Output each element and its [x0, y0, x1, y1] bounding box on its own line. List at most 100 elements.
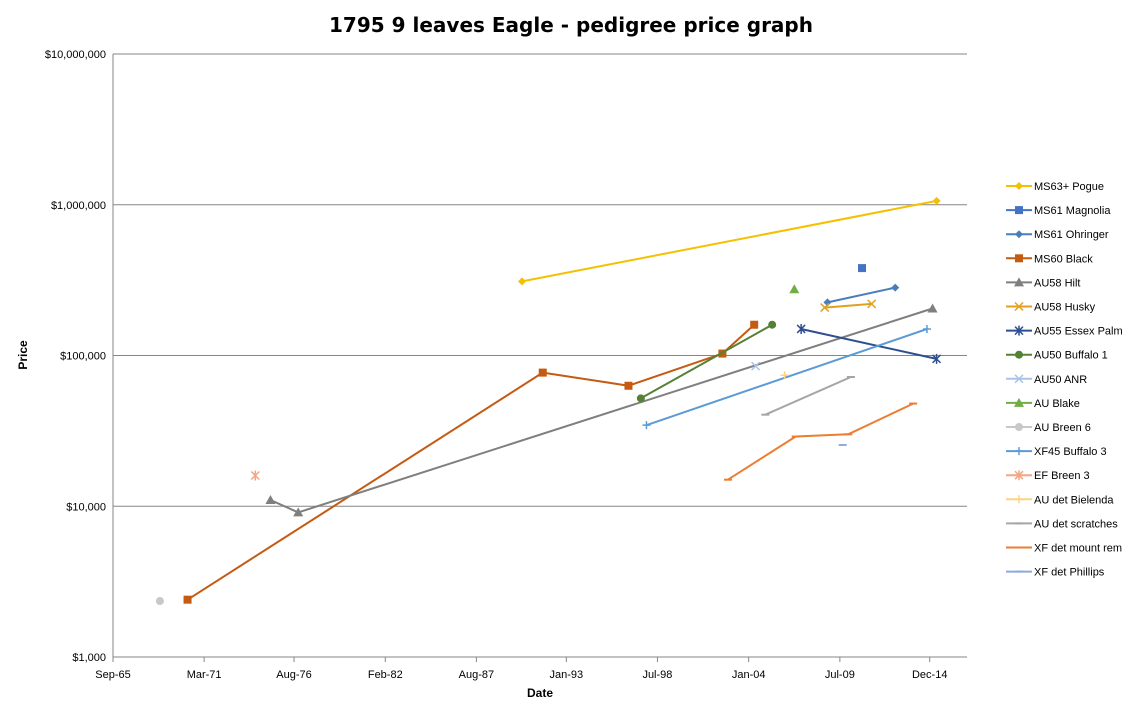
series-line: [824, 302, 872, 309]
data-point: [867, 299, 877, 309]
legend-item: AU det Bielenda: [1006, 494, 1114, 506]
y-tick-label: $10,000,000: [45, 49, 106, 61]
series-5: [820, 299, 877, 313]
data-point: [751, 361, 761, 371]
series-line: [827, 286, 896, 304]
data-point: [780, 371, 789, 380]
series-line: [187, 323, 755, 601]
y-axis-ticks: $1,000 $10,000 $100,000 $1,000,000 $10,000,0…: [45, 49, 106, 664]
data-point: [891, 283, 900, 292]
data-point: [823, 298, 832, 307]
legend-item: AU58 Husky: [1006, 302, 1096, 314]
data-point: [538, 368, 547, 377]
x-tick-label: Dec-14: [912, 669, 947, 681]
legend-swatch-marker: [1015, 423, 1023, 431]
series-13: [780, 371, 789, 380]
legend-swatch-marker: [1015, 254, 1023, 263]
data-point: [183, 595, 192, 604]
legend-item: MS61 Magnolia: [1006, 205, 1111, 217]
legend-label: AU58 Hilt: [1034, 277, 1080, 289]
series-line: [764, 376, 852, 416]
legend-swatch-marker: [1015, 495, 1023, 504]
series-line: [727, 402, 914, 481]
legend-label: MS60 Black: [1034, 253, 1093, 265]
series-line: [521, 199, 937, 283]
legend-label: XF det Phillips: [1034, 567, 1105, 579]
legend-label: AU det Bielenda: [1034, 494, 1114, 506]
data-point: [265, 495, 276, 505]
legend-item: MS61 Ohringer: [1006, 229, 1109, 241]
legend-label: AU55 Essex Palm: [1034, 326, 1123, 338]
series-line: [800, 328, 937, 360]
series-3: [183, 320, 759, 604]
series-9: [789, 284, 800, 294]
data-point: [932, 196, 941, 205]
legend-item: AU58 Hilt: [1006, 277, 1080, 289]
legend-label: EF Breen 3: [1034, 470, 1090, 482]
legend-label: AU det scratches: [1034, 518, 1118, 530]
series-11: [642, 324, 931, 430]
legend-item: AU Blake: [1006, 397, 1080, 410]
series-layer: [155, 196, 942, 606]
legend-swatch-marker: [1015, 230, 1023, 239]
legend-item: AU det scratches: [1006, 518, 1118, 530]
data-point: [796, 323, 806, 334]
series-line: [270, 307, 933, 514]
legend-label: AU50 Buffalo 1: [1034, 350, 1108, 362]
series-15: [723, 402, 918, 481]
x-axis-ticks: Sep-65 Mar-71 Aug-76 Feb-82 Aug-87 Jan-93 Jul-…: [95, 657, 947, 681]
series-line: [640, 323, 773, 400]
data-point: [750, 320, 759, 329]
x-tick-label: Aug-87: [459, 669, 494, 681]
legend: MS63+ Pogue MS61 Magnolia MS61 Ohringer MS6…: [1006, 181, 1123, 579]
series-0: [517, 196, 941, 286]
data-point: [517, 277, 526, 286]
legend-swatch-marker: [1015, 350, 1023, 359]
series-2: [823, 283, 900, 307]
x-tick-label: Jan-93: [549, 669, 583, 681]
data-point: [636, 394, 645, 403]
data-point: [820, 303, 830, 313]
series-1: [858, 264, 867, 273]
series-4: [265, 303, 938, 517]
x-tick-label: Jan-04: [732, 669, 766, 681]
data-point: [927, 303, 938, 313]
y-axis-label: Price: [16, 340, 30, 370]
legend-swatch-marker: [1015, 182, 1023, 190]
y-tick-label: $10,000: [66, 501, 106, 513]
y-tick-label: $1,000: [72, 652, 106, 664]
data-point: [922, 324, 931, 333]
series-12: [250, 470, 260, 481]
legend-label: AU50 ANR: [1034, 374, 1087, 386]
data-point: [768, 320, 777, 329]
data-point: [932, 353, 942, 364]
data-point: [250, 470, 260, 481]
data-point: [293, 507, 304, 517]
legend-item: EF Breen 3: [1006, 470, 1090, 482]
data-point: [789, 284, 800, 294]
x-tick-label: Mar-71: [187, 669, 222, 681]
legend-label: MS63+ Pogue: [1034, 181, 1104, 193]
legend-swatch-marker: [1015, 206, 1023, 215]
legend-label: MS61 Magnolia: [1034, 205, 1111, 217]
data-point: [624, 381, 633, 390]
x-tick-label: Aug-76: [276, 669, 311, 681]
legend-label: XF det mount rem: [1034, 543, 1122, 555]
legend-swatch-marker: [1014, 397, 1024, 407]
legend-item: XF det Phillips: [1006, 567, 1105, 579]
series-line: [646, 328, 928, 427]
gridlines: [112, 53, 967, 658]
legend-item: AU Breen 6: [1006, 422, 1091, 434]
x-tick-label: Jul-98: [642, 669, 672, 681]
legend-item: MS60 Black: [1006, 253, 1093, 265]
legend-item: AU55 Essex Palm: [1006, 325, 1123, 338]
data-point: [858, 264, 867, 273]
legend-label: XF45 Buffalo 3: [1034, 446, 1107, 458]
legend-item: XF45 Buffalo 3: [1006, 446, 1107, 458]
data-point: [155, 597, 164, 606]
legend-swatch-marker: [1015, 447, 1023, 456]
series-6: [796, 323, 942, 364]
x-axis-label: Date: [527, 686, 553, 700]
series-14: [761, 376, 855, 416]
